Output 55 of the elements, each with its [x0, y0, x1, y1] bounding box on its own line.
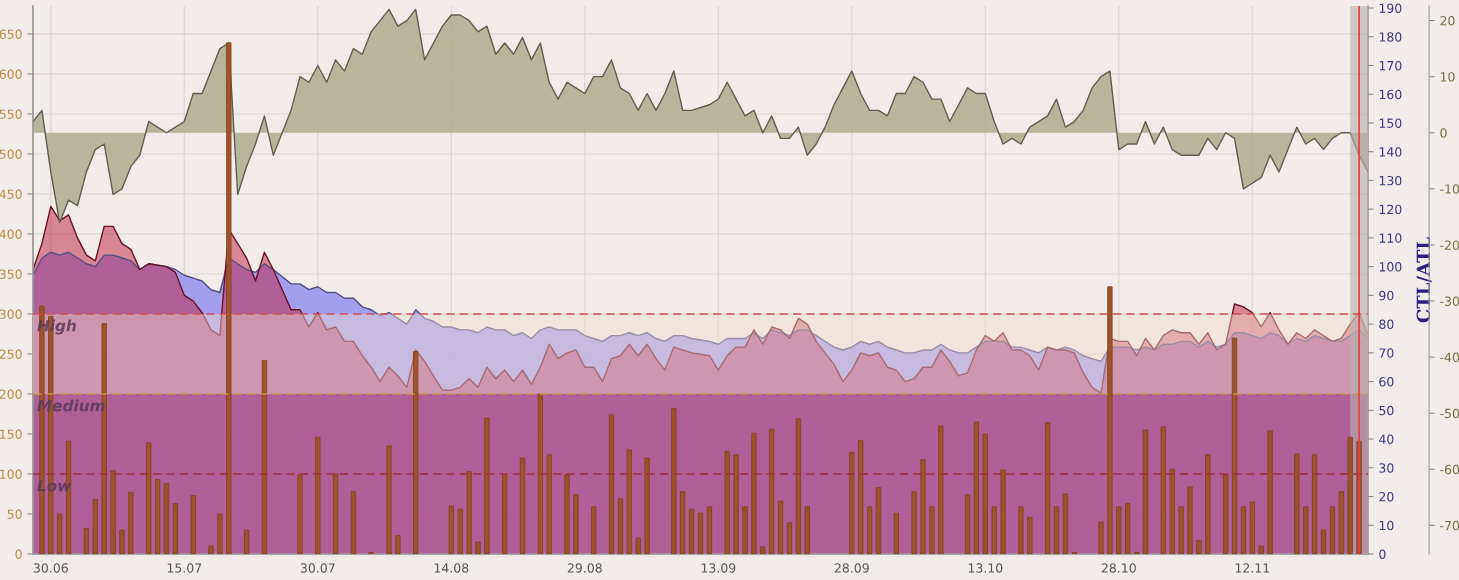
y-tick-label: 0	[15, 549, 22, 559]
x-tick-label: 29.08	[567, 563, 602, 573]
y2-tick-label: 140	[1379, 147, 1402, 157]
y2-tick-label: 100	[1379, 262, 1402, 272]
y-tick-label: 300	[0, 309, 22, 319]
y2-tick-label: 70	[1379, 348, 1394, 358]
y2-tick-label: 190	[1379, 3, 1402, 13]
y-tick-label: 350	[0, 269, 22, 279]
x-tick-label: 12.11	[1235, 563, 1270, 573]
y-tick-label: 650	[0, 29, 22, 39]
x-tick-label: 14.08	[434, 563, 469, 573]
y3-tick-label: 0	[1440, 128, 1447, 138]
y2-tick-label: 40	[1379, 434, 1394, 444]
y-tick-label: 450	[0, 189, 22, 199]
y-tick-label: 250	[0, 349, 22, 359]
x-tick-label: 30.06	[33, 563, 68, 573]
y2-tick-label: 180	[1379, 32, 1402, 42]
y3-tick-label: -70	[1440, 520, 1459, 531]
y3-tick-label: -10	[1440, 184, 1459, 194]
y2-tick-label: 170	[1379, 60, 1402, 71]
x-tick-label: 13.09	[701, 563, 736, 573]
x-tick-label: 15.07	[167, 563, 202, 573]
y3-tick-label: -20	[1440, 240, 1459, 250]
y3-tick-label: 10	[1440, 72, 1455, 82]
y2-tick-label: 60	[1379, 377, 1394, 387]
y2-tick-label: 50	[1379, 405, 1394, 416]
y2-tick-label: 130	[1379, 175, 1402, 186]
y2-tick-label: 120	[1379, 204, 1402, 215]
y2-tick-label: 30	[1379, 463, 1394, 473]
y3-tick-label: 20	[1440, 16, 1455, 26]
y-tick-label: 500	[0, 149, 22, 159]
y2-tick-label: 160	[1379, 89, 1402, 100]
y-tick-label: 600	[0, 69, 22, 79]
y2-tick-label: 90	[1379, 290, 1394, 301]
y2-tick-label: 110	[1379, 233, 1402, 243]
y-tick-label: 200	[0, 389, 22, 399]
y2-axis-title: CTL/ATL	[1416, 237, 1432, 323]
y-tick-label: 150	[0, 429, 22, 439]
y3-tick-label: -50	[1440, 408, 1459, 419]
x-tick-label: 28.10	[1101, 563, 1136, 573]
y2-tick-label: 10	[1379, 520, 1394, 531]
x-tick-label: 13.10	[968, 563, 1003, 573]
x-tick-label: 30.07	[300, 563, 335, 573]
y2-tick-label: 80	[1379, 319, 1394, 330]
y3-tick-label: -60	[1440, 464, 1459, 475]
y3-tick-label: -40	[1440, 352, 1459, 363]
y2-tick-label: 150	[1379, 118, 1402, 128]
y-tick-label: 550	[0, 109, 22, 119]
y-tick-label: 400	[0, 229, 22, 239]
y-tick-label: 50	[7, 509, 22, 519]
y2-tick-label: 0	[1379, 549, 1386, 559]
x-tick-label: 28.09	[834, 563, 869, 573]
y2-tick-label: 20	[1379, 492, 1394, 502]
y-tick-label: 100	[0, 469, 22, 479]
y3-tick-label: -30	[1440, 296, 1459, 306]
